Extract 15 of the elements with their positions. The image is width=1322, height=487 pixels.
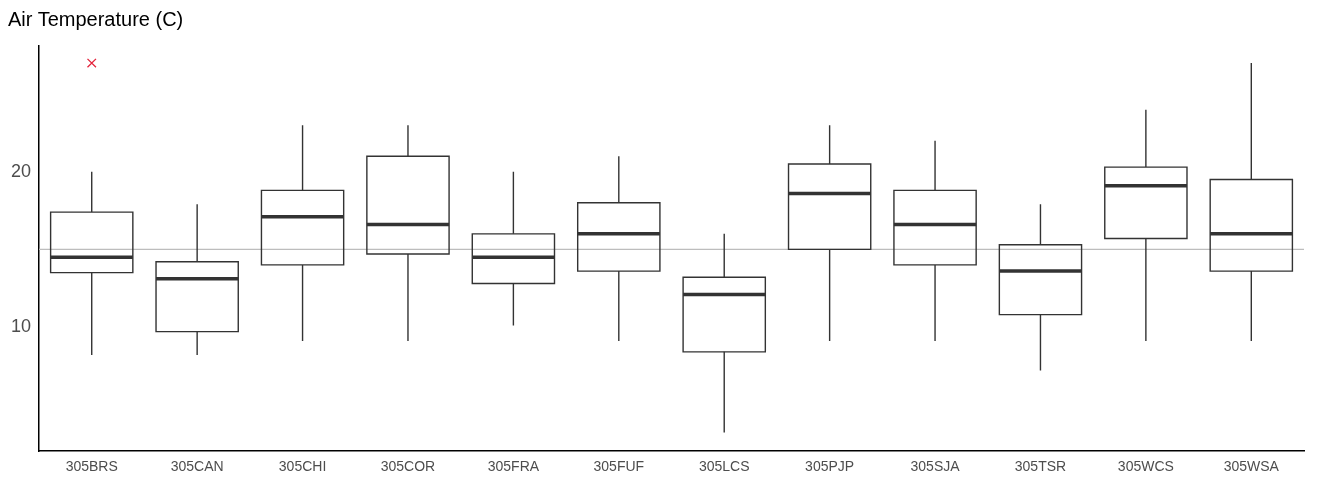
x-tick-label: 305TSR: [1014, 458, 1067, 475]
x-tick-label: 305BRS: [65, 458, 118, 475]
x-tick-label: 305CAN: [170, 458, 224, 475]
x-tick-label: 305CHI: [278, 458, 327, 475]
x-tick-label: 305LCS: [698, 458, 750, 475]
x-tick-label: 305FUF: [593, 458, 645, 475]
y-tick-label: 10: [10, 315, 32, 336]
x-tick-label: 305WSA: [1223, 458, 1280, 475]
x-tick-label: 305SJA: [910, 458, 961, 475]
x-tick-label: 305PJP: [805, 458, 855, 475]
y-tick-label: 20: [10, 160, 32, 181]
x-tick-label: 305FRA: [487, 458, 540, 475]
x-tick-label: 305WCS: [1117, 458, 1174, 475]
x-tick-label: 305COR: [380, 458, 436, 475]
chart-title: Air Temperature (C): [8, 7, 184, 30]
